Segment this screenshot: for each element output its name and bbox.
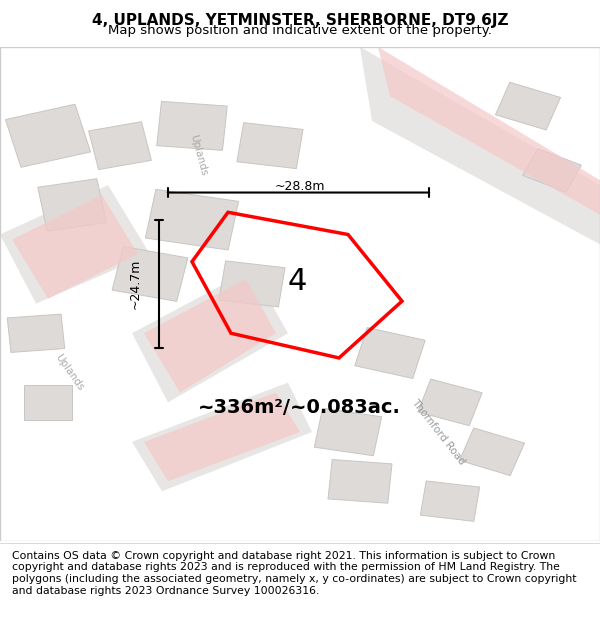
Bar [219,261,285,307]
Text: ~24.7m: ~24.7m [128,259,142,309]
Polygon shape [132,382,312,491]
Bar [421,481,479,521]
Bar [523,149,581,192]
Text: Thornford Road: Thornford Road [409,398,467,467]
Polygon shape [132,269,288,402]
Text: Uplands: Uplands [188,134,208,178]
Text: ~336m²/~0.083ac.: ~336m²/~0.083ac. [198,398,401,417]
Bar [89,122,151,169]
Bar [112,247,188,301]
Polygon shape [0,185,150,304]
Polygon shape [144,279,276,392]
Polygon shape [378,47,600,215]
Bar [460,428,524,476]
Bar [7,314,65,352]
Text: 4, UPLANDS, YETMINSTER, SHERBORNE, DT9 6JZ: 4, UPLANDS, YETMINSTER, SHERBORNE, DT9 6… [92,13,508,28]
Bar [5,104,91,168]
Bar [314,408,382,456]
Bar [157,101,227,151]
Bar [328,459,392,503]
Text: 4: 4 [287,267,307,296]
Text: ~28.8m: ~28.8m [275,180,325,193]
Polygon shape [12,195,138,299]
Text: Uplands: Uplands [53,352,85,393]
Text: Map shows position and indicative extent of the property.: Map shows position and indicative extent… [108,24,492,36]
Bar [38,179,106,231]
Polygon shape [144,392,300,481]
Polygon shape [360,47,600,244]
Bar [496,82,560,130]
Bar [418,379,482,426]
Bar [355,328,425,379]
Bar [237,122,303,169]
Bar [24,385,72,419]
Text: Contains OS data © Crown copyright and database right 2021. This information is : Contains OS data © Crown copyright and d… [12,551,577,596]
Bar [145,189,239,250]
